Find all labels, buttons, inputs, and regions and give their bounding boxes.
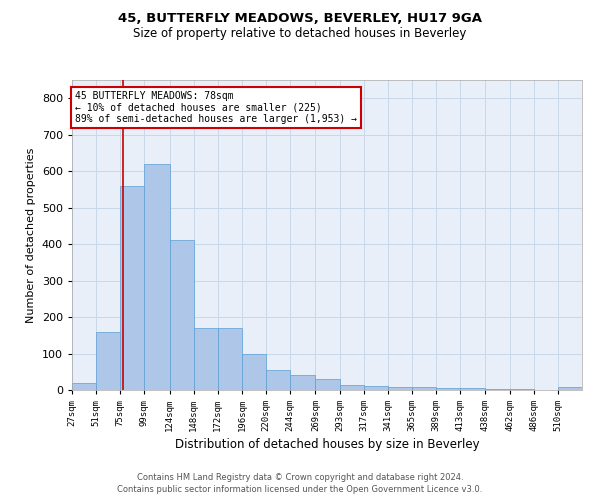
Bar	[194, 328, 218, 390]
X-axis label: Distribution of detached houses by size in Beverley: Distribution of detached houses by size …	[175, 438, 479, 451]
Text: Contains HM Land Registry data © Crown copyright and database right 2024.: Contains HM Land Registry data © Crown c…	[137, 472, 463, 482]
Text: Contains public sector information licensed under the Open Government Licence v3: Contains public sector information licen…	[118, 485, 482, 494]
Bar	[364, 386, 388, 390]
Bar	[485, 389, 509, 390]
Text: Size of property relative to detached houses in Beverley: Size of property relative to detached ho…	[133, 28, 467, 40]
Bar	[340, 384, 364, 390]
Bar	[558, 388, 582, 390]
Bar	[436, 388, 460, 390]
Bar	[145, 164, 170, 390]
Bar	[120, 186, 145, 390]
Bar	[72, 382, 96, 390]
Bar	[290, 376, 316, 390]
Bar	[170, 240, 194, 390]
Text: 45 BUTTERFLY MEADOWS: 78sqm
← 10% of detached houses are smaller (225)
89% of se: 45 BUTTERFLY MEADOWS: 78sqm ← 10% of det…	[75, 91, 357, 124]
Bar	[266, 370, 290, 390]
Bar	[218, 328, 242, 390]
Bar	[316, 379, 340, 390]
Text: 45, BUTTERFLY MEADOWS, BEVERLEY, HU17 9GA: 45, BUTTERFLY MEADOWS, BEVERLEY, HU17 9G…	[118, 12, 482, 26]
Bar	[242, 354, 266, 390]
Bar	[460, 388, 485, 390]
Y-axis label: Number of detached properties: Number of detached properties	[26, 148, 36, 322]
Bar	[96, 332, 120, 390]
Bar	[388, 387, 412, 390]
Bar	[412, 387, 436, 390]
